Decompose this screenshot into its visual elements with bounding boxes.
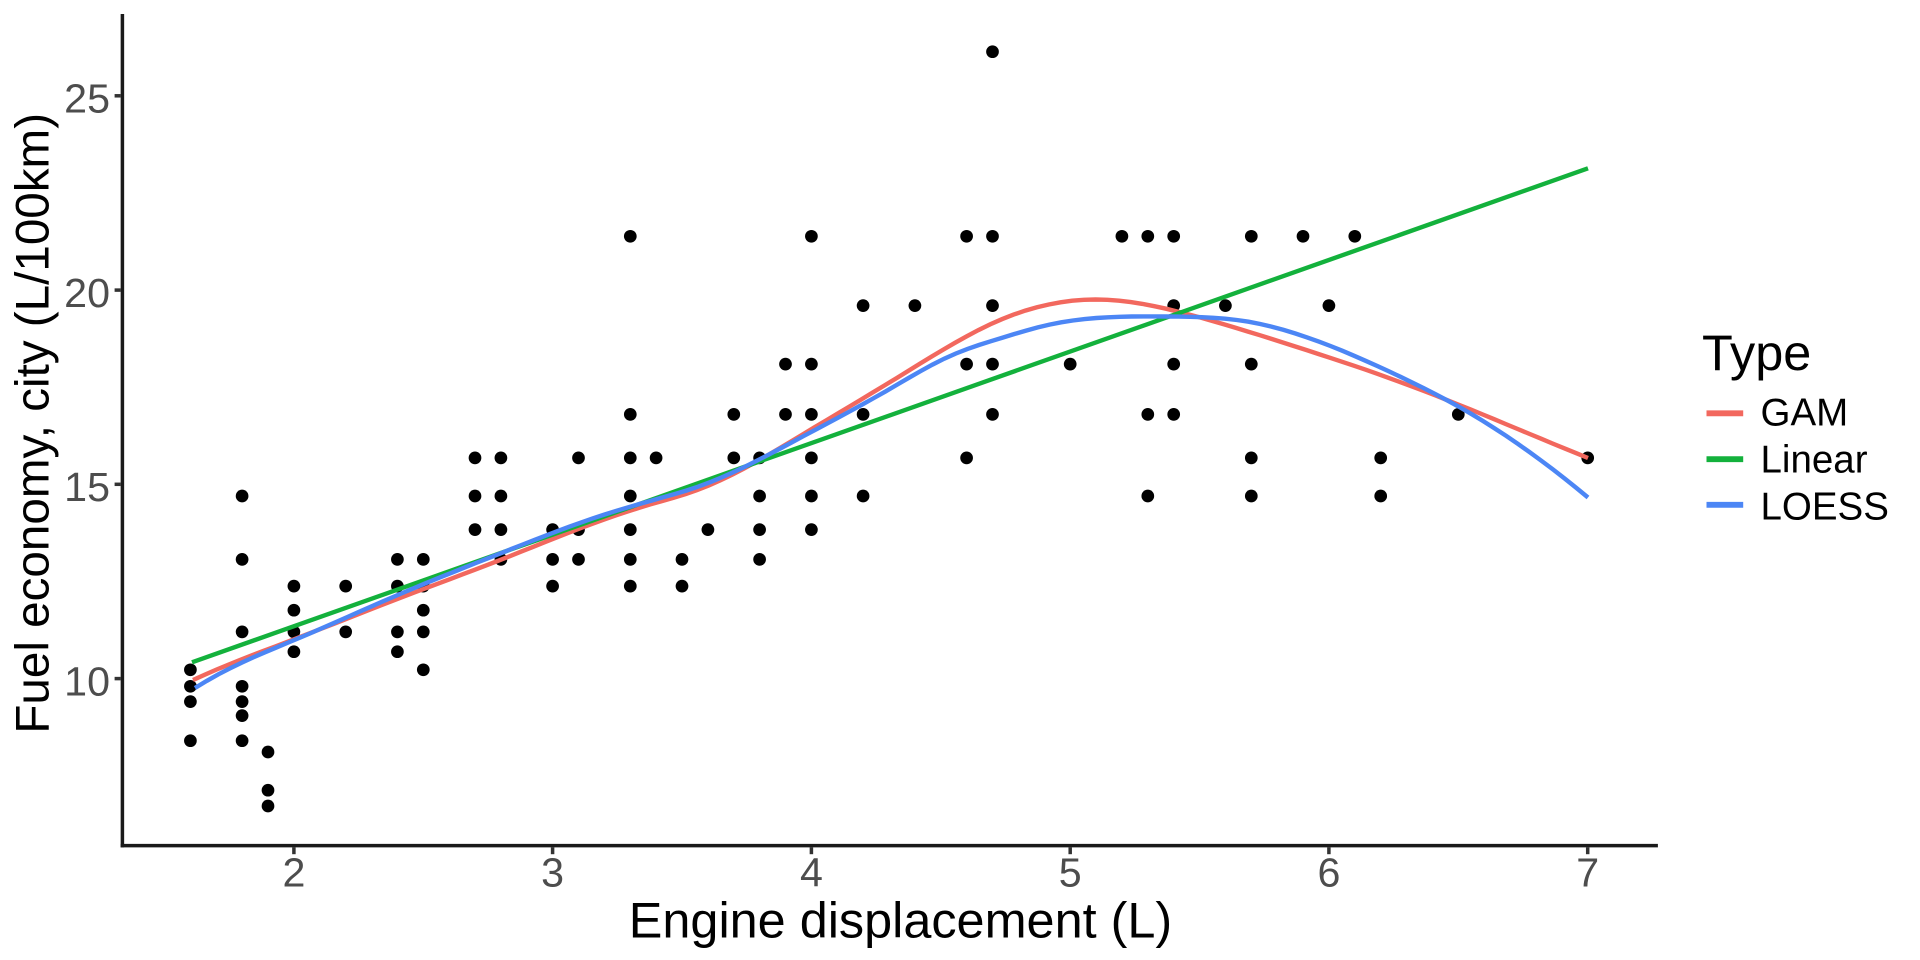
svg-text:2: 2 xyxy=(282,850,305,896)
svg-text:GAM: GAM xyxy=(1761,392,1849,435)
svg-text:20: 20 xyxy=(64,270,110,316)
svg-text:Type: Type xyxy=(1702,324,1811,381)
svg-text:15: 15 xyxy=(64,464,110,510)
svg-text:Fuel economy, city (L/100km): Fuel economy, city (L/100km) xyxy=(7,113,60,734)
svg-text:3: 3 xyxy=(541,850,564,896)
svg-text:Engine displacement (L): Engine displacement (L) xyxy=(629,892,1172,949)
svg-text:7: 7 xyxy=(1576,850,1599,896)
svg-text:5: 5 xyxy=(1059,850,1082,896)
svg-text:LOESS: LOESS xyxy=(1761,486,1889,529)
svg-text:25: 25 xyxy=(64,76,110,122)
svg-text:10: 10 xyxy=(64,658,110,704)
svg-text:4: 4 xyxy=(800,850,823,896)
svg-text:Linear: Linear xyxy=(1761,439,1868,482)
svg-text:6: 6 xyxy=(1317,850,1340,896)
